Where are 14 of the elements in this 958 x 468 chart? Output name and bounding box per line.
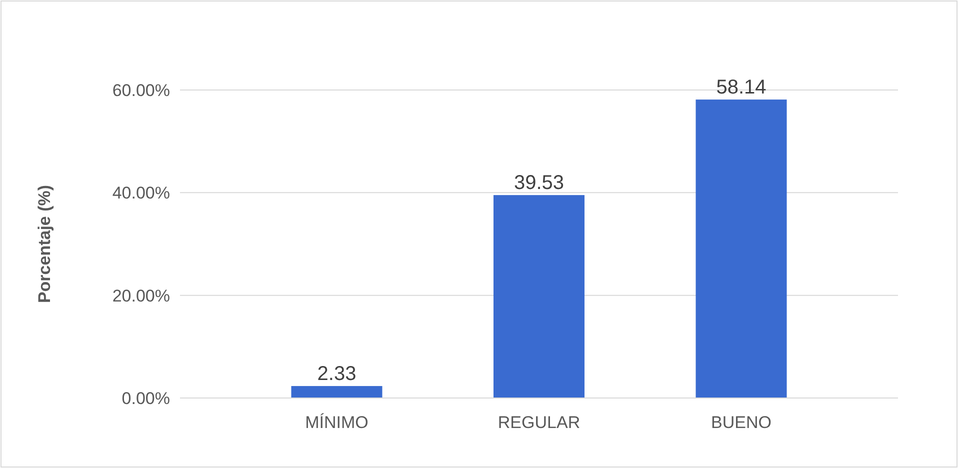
bar [696,100,787,398]
bar [291,386,382,398]
x-tick-label: MÍNIMO [305,413,368,432]
x-tick-label: BUENO [711,413,772,432]
data-label: 39.53 [514,172,564,194]
y-tick-label: 0.00% [122,388,170,408]
y-tick-label: 20.00% [112,286,170,306]
bar [493,195,585,398]
x-tick-label: REGULAR [498,413,580,432]
data-label: 2.33 [317,363,356,386]
data-label: 58.14 [716,76,766,99]
y-tick-label: 60.00% [112,80,170,100]
y-tick-label: 40.00% [112,184,170,203]
y-axis-title: Porcentaje (%) [35,184,54,304]
